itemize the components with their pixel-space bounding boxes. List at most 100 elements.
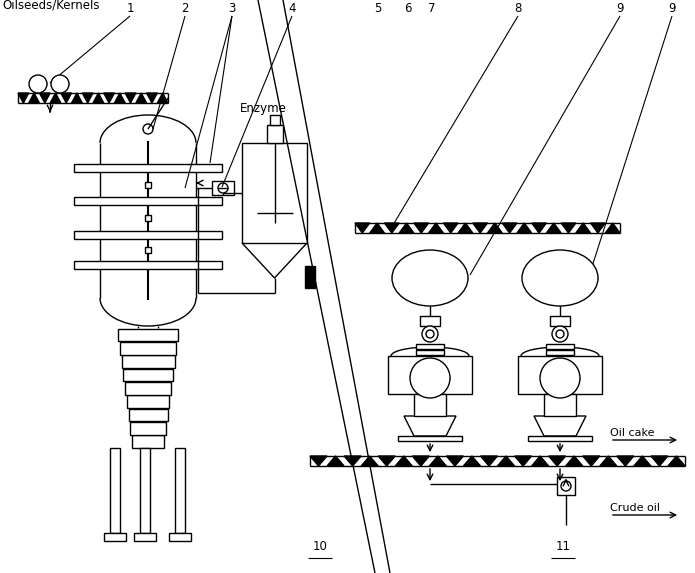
Polygon shape <box>605 223 620 233</box>
Bar <box>74 231 222 239</box>
Polygon shape <box>651 456 668 466</box>
Bar <box>546 350 574 355</box>
Polygon shape <box>480 456 498 466</box>
Ellipse shape <box>392 250 468 306</box>
Bar <box>416 374 444 379</box>
Polygon shape <box>50 93 61 103</box>
Polygon shape <box>370 223 384 233</box>
Polygon shape <box>18 93 28 103</box>
Polygon shape <box>668 456 685 466</box>
Text: 4: 4 <box>288 2 296 15</box>
Bar <box>145 182 151 188</box>
Polygon shape <box>72 93 82 103</box>
Polygon shape <box>514 456 532 466</box>
Bar <box>125 382 171 395</box>
Polygon shape <box>361 456 378 466</box>
Bar <box>544 394 576 416</box>
Bar <box>104 533 126 541</box>
Bar <box>414 394 446 416</box>
Bar <box>305 266 315 288</box>
Ellipse shape <box>522 250 598 306</box>
Polygon shape <box>502 223 517 233</box>
Bar <box>398 436 462 441</box>
Polygon shape <box>443 223 458 233</box>
Polygon shape <box>487 223 502 233</box>
Bar <box>120 342 177 355</box>
Polygon shape <box>378 456 395 466</box>
Polygon shape <box>115 93 125 103</box>
Circle shape <box>556 330 564 338</box>
Polygon shape <box>104 93 115 103</box>
Bar <box>546 374 574 379</box>
Circle shape <box>552 326 568 342</box>
Polygon shape <box>498 456 514 466</box>
Text: 6: 6 <box>404 2 411 15</box>
Polygon shape <box>582 456 600 466</box>
Bar <box>145 247 151 253</box>
Bar <box>118 328 178 342</box>
Bar <box>546 356 574 361</box>
Text: 11: 11 <box>555 540 571 553</box>
Bar <box>110 448 120 533</box>
Bar <box>546 362 574 367</box>
Bar <box>420 316 440 326</box>
Bar <box>546 344 574 349</box>
Polygon shape <box>517 223 532 233</box>
Text: 5: 5 <box>375 2 382 15</box>
Polygon shape <box>576 223 591 233</box>
Polygon shape <box>93 93 104 103</box>
Polygon shape <box>429 223 443 233</box>
Polygon shape <box>61 93 72 103</box>
Polygon shape <box>395 456 412 466</box>
Polygon shape <box>473 223 487 233</box>
Polygon shape <box>28 93 40 103</box>
Bar <box>169 533 191 541</box>
Text: 9: 9 <box>616 2 623 15</box>
Circle shape <box>540 358 580 398</box>
Bar <box>74 164 222 172</box>
Polygon shape <box>458 223 473 233</box>
Polygon shape <box>384 223 399 233</box>
Bar <box>74 197 222 205</box>
Text: 3: 3 <box>229 2 236 15</box>
Polygon shape <box>634 456 651 466</box>
Polygon shape <box>327 456 344 466</box>
Bar <box>175 448 185 533</box>
Circle shape <box>218 183 228 193</box>
Bar <box>546 368 574 373</box>
Polygon shape <box>546 223 561 233</box>
Circle shape <box>51 75 69 93</box>
Bar <box>126 395 170 408</box>
Polygon shape <box>125 93 136 103</box>
Bar <box>212 181 234 195</box>
Bar <box>134 533 156 541</box>
Circle shape <box>426 330 434 338</box>
Text: Oil cake: Oil cake <box>610 428 655 438</box>
Bar <box>550 316 570 326</box>
Bar <box>122 355 174 368</box>
Polygon shape <box>561 223 576 233</box>
Bar <box>145 215 151 221</box>
Circle shape <box>143 124 153 134</box>
Bar <box>388 356 472 394</box>
Text: 7: 7 <box>428 2 436 15</box>
Bar <box>416 350 444 355</box>
Polygon shape <box>566 456 582 466</box>
Circle shape <box>29 75 47 93</box>
Bar <box>123 368 173 382</box>
Bar <box>416 356 444 361</box>
Text: 1: 1 <box>126 2 133 15</box>
Polygon shape <box>548 456 566 466</box>
Circle shape <box>410 358 450 398</box>
Text: Crude oil: Crude oil <box>610 503 660 513</box>
Polygon shape <box>430 456 446 466</box>
Polygon shape <box>157 93 168 103</box>
Polygon shape <box>532 456 548 466</box>
Polygon shape <box>412 456 430 466</box>
Bar <box>130 422 165 435</box>
Bar <box>132 435 164 448</box>
Polygon shape <box>414 223 429 233</box>
Bar <box>266 125 282 143</box>
Bar <box>416 344 444 349</box>
Bar <box>557 477 575 495</box>
